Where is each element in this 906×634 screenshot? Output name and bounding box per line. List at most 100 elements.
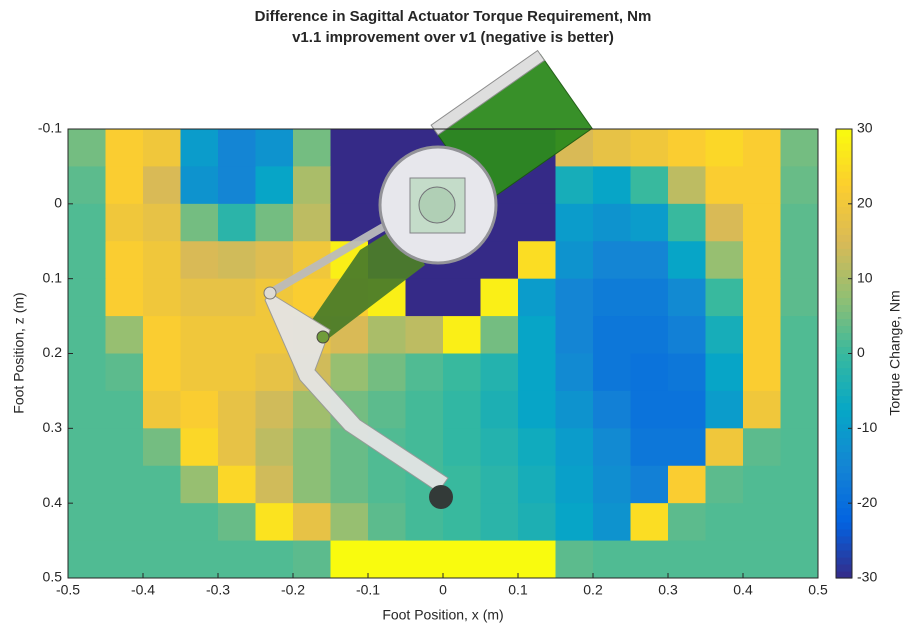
heatmap-cell xyxy=(105,316,144,354)
heatmap-cell xyxy=(68,465,106,504)
heatmap-cell xyxy=(668,316,706,354)
heatmap-cell xyxy=(68,278,106,317)
heatmap-cell xyxy=(593,465,631,504)
heatmap-cell xyxy=(255,203,294,242)
heatmap-cell xyxy=(593,503,631,542)
heatmap-cell xyxy=(443,278,481,317)
x-tick-label: -0.2 xyxy=(281,582,305,598)
heatmap-cell xyxy=(780,503,819,542)
heatmap-cell xyxy=(743,203,781,242)
heatmap-cell xyxy=(255,465,294,504)
heatmap-cell xyxy=(255,353,294,392)
heatmap-cell xyxy=(555,203,594,242)
heatmap-cell xyxy=(143,390,181,429)
heatmap-cell xyxy=(293,540,331,579)
heatmap-cell xyxy=(705,241,744,280)
y-tick-label: 0 xyxy=(54,195,62,211)
heatmap-cell xyxy=(630,241,669,280)
heatmap-cell xyxy=(105,241,144,280)
heatmap-cell xyxy=(480,278,519,317)
heatmap-cell xyxy=(555,428,594,467)
x-tick-label: 0.5 xyxy=(808,582,828,598)
heatmap-cell xyxy=(105,465,144,504)
x-tick-label: -0.3 xyxy=(206,582,230,598)
heatmap-cell xyxy=(705,278,744,317)
heatmap-cell xyxy=(780,465,819,504)
heatmap-cell xyxy=(180,540,219,579)
heatmap-cell xyxy=(593,540,631,579)
heatmap-cell xyxy=(668,353,706,392)
heatmap-cell xyxy=(668,203,706,242)
heatmap-cell xyxy=(293,166,331,205)
heatmap-cell xyxy=(518,540,556,579)
heatmap-cell xyxy=(255,503,294,542)
heatmap-cell xyxy=(143,203,181,242)
heatmap-cell xyxy=(443,390,481,429)
heatmap-cell xyxy=(705,203,744,242)
heatmap-cell xyxy=(293,428,331,467)
heatmap-cell xyxy=(180,203,219,242)
heatmap-cell xyxy=(518,203,556,242)
heatmap-cell xyxy=(593,166,631,205)
heatmap-cell xyxy=(480,465,519,504)
colorbar-tick-label: -10 xyxy=(857,419,877,435)
heatmap-cell xyxy=(68,390,106,429)
heatmap-cell xyxy=(105,203,144,242)
heatmap-cell xyxy=(518,353,556,392)
heatmap-cell xyxy=(555,540,594,579)
heatmap-cell xyxy=(68,353,106,392)
y-axis-label: Foot Position, z (m) xyxy=(11,292,27,413)
chart-title: Difference in Sagittal Actuator Torque R… xyxy=(255,8,652,25)
heatmap-cell xyxy=(68,316,106,354)
heatmap-cell xyxy=(180,316,219,354)
x-axis-label: Foot Position, x (m) xyxy=(382,607,503,623)
heatmap-cell xyxy=(780,428,819,467)
robot-overlay xyxy=(263,49,593,509)
heatmap-cell xyxy=(68,428,106,467)
heatmap-cell xyxy=(105,390,144,429)
heatmap-cell xyxy=(593,390,631,429)
heatmap-cell xyxy=(405,353,444,392)
heatmap-cell xyxy=(293,465,331,504)
heatmap-cell xyxy=(105,503,144,542)
heatmap-cell xyxy=(143,241,181,280)
y-tick-label: -0.1 xyxy=(38,120,62,136)
heatmap-cell xyxy=(668,428,706,467)
heatmap-cell xyxy=(218,465,256,504)
colorbar-tick-label: 0 xyxy=(857,344,865,360)
heatmap-cell xyxy=(518,465,556,504)
heatmap-cell xyxy=(105,540,144,579)
heatmap-cell xyxy=(218,129,256,167)
heatmap-cell xyxy=(705,503,744,542)
heatmap-cell xyxy=(668,166,706,205)
chart-subtitle: v1.1 improvement over v1 (negative is be… xyxy=(292,29,614,46)
heatmap-cell xyxy=(555,316,594,354)
heatmap-cell xyxy=(518,428,556,467)
heatmap-cell xyxy=(330,465,369,504)
heatmap-cell xyxy=(780,540,819,579)
heatmap-cell xyxy=(705,540,744,579)
heatmap-cell xyxy=(405,540,444,579)
heatmap-cell xyxy=(780,316,819,354)
heatmap-cell xyxy=(593,278,631,317)
heatmap-cell xyxy=(330,503,369,542)
heatmap-cell xyxy=(405,316,444,354)
heatmap-cell xyxy=(780,241,819,280)
heatmap-cell xyxy=(255,428,294,467)
heatmap-cell xyxy=(105,428,144,467)
colorbar-label: Torque Change, Nm xyxy=(887,290,903,415)
heatmap-cell xyxy=(518,316,556,354)
heatmap-cell xyxy=(143,316,181,354)
heatmap-cell xyxy=(593,353,631,392)
heatmap-cell xyxy=(668,465,706,504)
heatmap-cell xyxy=(218,353,256,392)
colorbar-tick-label: 20 xyxy=(857,195,873,211)
heatmap-cell xyxy=(518,390,556,429)
heatmap-cell xyxy=(480,390,519,429)
heatmap-cell xyxy=(743,129,781,167)
heatmap-cell xyxy=(443,316,481,354)
heatmap-cell xyxy=(555,353,594,392)
heatmap-cell xyxy=(218,203,256,242)
heatmap-cell xyxy=(143,503,181,542)
heatmap-cell xyxy=(743,278,781,317)
